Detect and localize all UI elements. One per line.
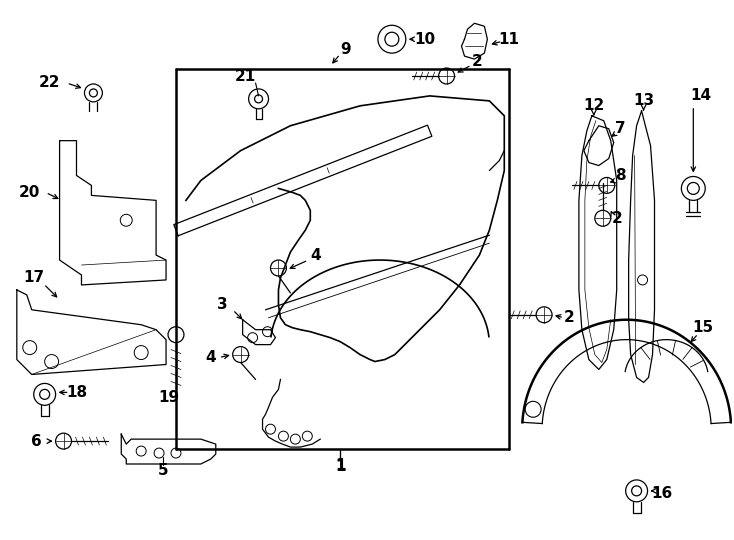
Text: 2: 2 bbox=[611, 211, 622, 226]
Text: 7: 7 bbox=[615, 122, 626, 136]
Text: 1: 1 bbox=[335, 460, 346, 475]
Text: 12: 12 bbox=[584, 98, 605, 113]
Text: 2: 2 bbox=[564, 310, 574, 325]
Text: 18: 18 bbox=[66, 385, 87, 400]
Text: 16: 16 bbox=[651, 487, 672, 501]
Text: 13: 13 bbox=[633, 93, 654, 109]
Text: 4: 4 bbox=[206, 350, 216, 365]
Text: 3: 3 bbox=[217, 298, 228, 312]
Text: 17: 17 bbox=[23, 271, 44, 286]
Text: 11: 11 bbox=[499, 32, 520, 46]
Text: 14: 14 bbox=[691, 89, 712, 103]
Text: 2: 2 bbox=[472, 53, 483, 69]
Text: 21: 21 bbox=[235, 69, 256, 84]
Text: 5: 5 bbox=[158, 463, 168, 478]
Circle shape bbox=[378, 25, 406, 53]
Text: 20: 20 bbox=[19, 185, 40, 200]
Circle shape bbox=[681, 177, 705, 200]
Text: 6: 6 bbox=[32, 434, 42, 449]
Text: 15: 15 bbox=[693, 320, 714, 335]
Text: 1: 1 bbox=[335, 458, 346, 474]
Text: 22: 22 bbox=[39, 76, 60, 91]
Text: 4: 4 bbox=[310, 247, 321, 262]
Text: 10: 10 bbox=[414, 32, 435, 46]
Text: 9: 9 bbox=[340, 42, 350, 57]
Text: 19: 19 bbox=[159, 390, 180, 405]
Text: 8: 8 bbox=[615, 168, 626, 183]
Circle shape bbox=[625, 480, 647, 502]
